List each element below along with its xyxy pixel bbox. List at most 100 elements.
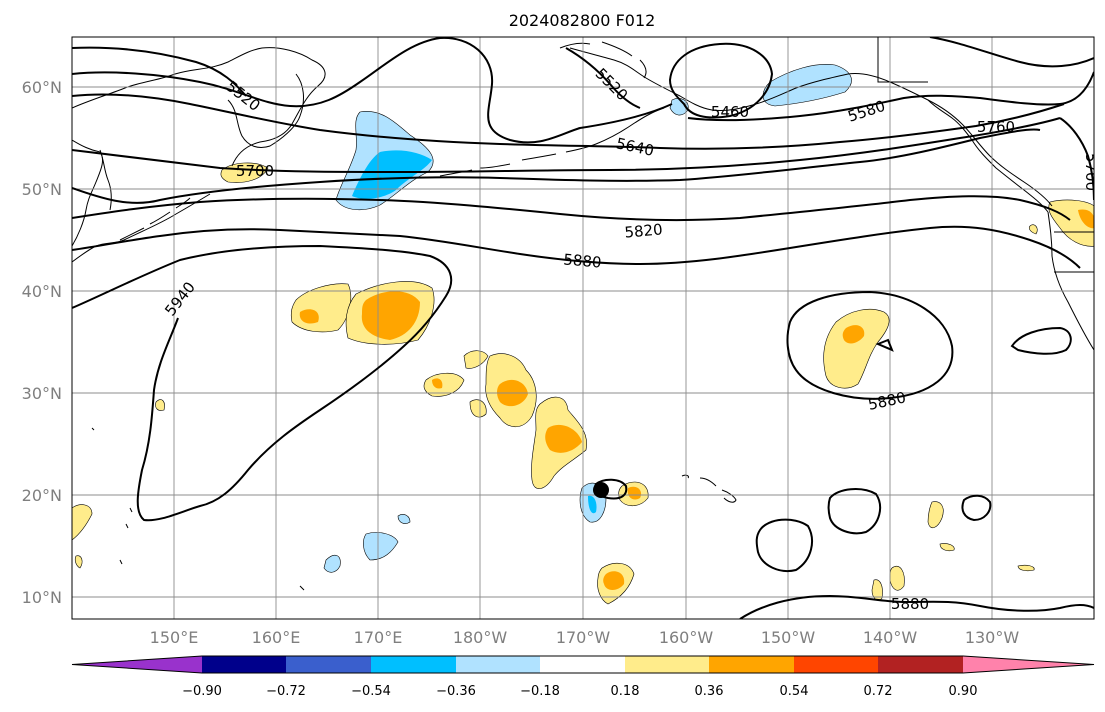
contour-label: 5700 (236, 162, 274, 180)
contour-5640 (72, 93, 1065, 150)
coast-alaska (569, 47, 1053, 207)
lat-label: 50°N (22, 180, 62, 199)
border-us-canada (1054, 231, 1094, 273)
negative-region-tropic-1 (363, 532, 399, 561)
colorbar-segment (794, 656, 878, 673)
lon-label: 170°W (556, 628, 611, 647)
positive-region-south-2 (72, 504, 93, 541)
lon-label: 140°W (863, 628, 918, 647)
coast-sakhalin (99, 149, 112, 211)
contour-5880-north (72, 225, 1081, 269)
negative-region-aleutian-core (352, 150, 432, 199)
positive-region-mid-1-core (432, 378, 443, 389)
contour-5700-east (1059, 117, 1094, 201)
contour-label: 5520 (222, 77, 263, 115)
height-contours (72, 37, 1094, 619)
negative-region-hawaii-west-core (588, 495, 597, 514)
coast-us-west (1047, 211, 1094, 351)
coast-hawaii (681, 474, 737, 503)
coast-alaska-north (559, 41, 647, 79)
lon-label: 130°W (965, 628, 1020, 647)
lon-label: 180°W (453, 628, 508, 647)
contour-small-1 (875, 338, 894, 352)
contour-5580 (687, 71, 1094, 122)
coast-aleutians (439, 107, 665, 177)
colorbar-segment (540, 656, 625, 673)
positive-region-south-4 (889, 566, 905, 591)
colorbar-tick-label: −0.18 (520, 684, 560, 699)
contour-label: 5880 (563, 250, 603, 271)
map-panel: 5520 5520 5460 5580 5640 5700 5760 5700 … (72, 37, 1100, 619)
negative-region-tropic-2 (323, 554, 341, 573)
colorbar-segment (625, 656, 709, 673)
colorbar-tick-label: −0.90 (182, 684, 222, 699)
contour-top-1 (72, 37, 673, 144)
contour-5820 (72, 195, 1071, 222)
map-frame (71, 36, 1095, 620)
border-canada-alaska (877, 37, 928, 83)
figure-title: 2024082800 F012 (509, 11, 656, 30)
positive-region-mid-5-core (545, 424, 582, 453)
contour-label: 5820 (624, 220, 664, 241)
coast-kamchatka-peninsula (227, 73, 304, 149)
lon-label: 150°W (761, 628, 816, 647)
colorbar-segment (709, 656, 794, 673)
lon-label: 170°E (354, 628, 403, 647)
contour-5460-ring (668, 42, 774, 119)
colorbar-extend-max (963, 656, 1094, 673)
colorbar-ticks: −0.90 −0.72 −0.54 −0.36 −0.18 0.18 0.36 … (182, 684, 977, 699)
lon-label: 150°E (150, 628, 199, 647)
positive-region-pnw-core (1078, 209, 1094, 229)
contour-label: 5880 (891, 595, 929, 613)
positive-region-small-2 (74, 555, 83, 569)
positive-region-west-1-core (299, 309, 319, 324)
colorbar-tick-label: −0.36 (436, 684, 476, 699)
contour-label: 5760 (977, 118, 1015, 136)
colorbar-tick-label: 0.72 (864, 684, 893, 699)
negative-region-tropic-3 (397, 514, 411, 524)
contour-label: 5940 (161, 278, 199, 319)
positive-region-hawaii-core (627, 486, 642, 500)
positive-region-mid-4 (469, 399, 487, 418)
positive-region-east-core (842, 325, 865, 344)
contour-5940 (72, 244, 453, 522)
cyclone-marker (593, 482, 609, 498)
negative-region-alaska (762, 64, 852, 107)
positive-region-south-1-core (603, 571, 625, 590)
positive-region-east (823, 309, 890, 389)
lat-label: 40°N (22, 282, 62, 301)
contour-5760 (72, 128, 1041, 204)
colorbar-segment (456, 656, 540, 673)
contour-5880-south (739, 594, 1094, 619)
positive-region-west-2-core (361, 291, 420, 340)
contour-small-2 (1010, 326, 1072, 355)
colorbar (71, 655, 1095, 674)
colorbar-tick-label: 0.36 (695, 684, 724, 699)
lat-label: 20°N (22, 486, 62, 505)
positive-region-south-7 (1017, 564, 1035, 572)
contour-label: 5700 (1082, 153, 1100, 191)
colorbar-outline (71, 655, 1095, 674)
contour-5700-west (72, 117, 1061, 174)
coast-kamchatka (72, 47, 326, 167)
positive-region-mid-2 (463, 350, 489, 369)
lat-axis: 60°N 50°N 40°N 30°N 20°N 10°N (22, 78, 62, 607)
shaded-field (72, 64, 1094, 605)
contour-5520-east (565, 47, 641, 109)
colorbar-segment (286, 656, 371, 673)
lon-axis: 150°E 160°E 170°E 180°W 170°W 160°W 150°… (150, 628, 1020, 647)
contour-label: 5640 (614, 134, 655, 160)
contour-5520-west (72, 46, 247, 97)
positive-region-small-3 (1028, 224, 1038, 235)
positive-region-south-3 (927, 501, 944, 529)
coast-bc (927, 99, 1049, 213)
contour-5880-ring-east (786, 290, 954, 400)
contour-labels: 5520 5520 5460 5580 5640 5700 5760 5700 … (161, 65, 1100, 613)
colorbar-tick-label: −0.72 (266, 684, 306, 699)
graticule (72, 37, 1094, 619)
contour-ring-2 (755, 518, 813, 572)
coastlines (72, 37, 1094, 591)
coast-japan (72, 193, 211, 263)
contour-label: 5460 (711, 103, 749, 121)
